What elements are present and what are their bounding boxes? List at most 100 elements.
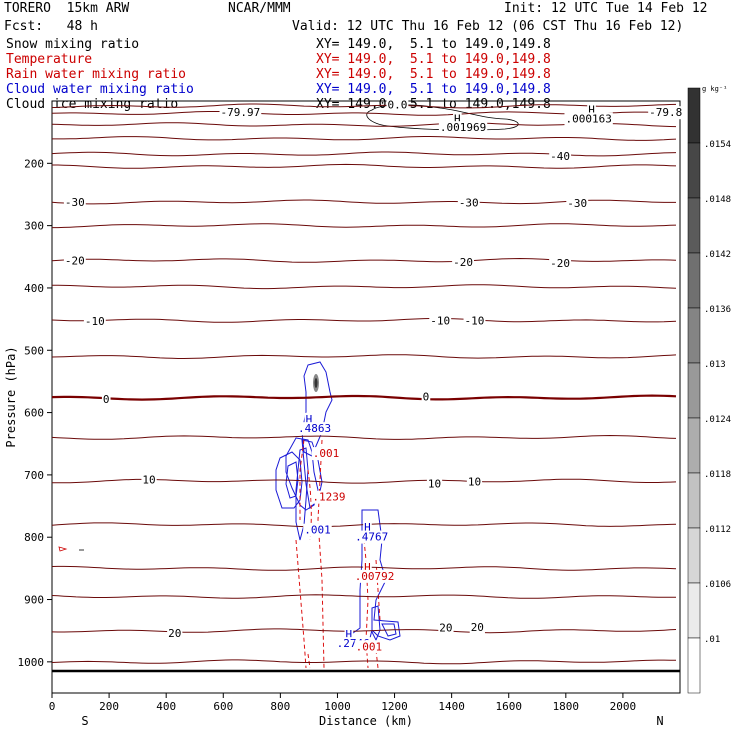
isotherm-line bbox=[52, 163, 677, 169]
contour-annotation: H bbox=[364, 521, 371, 534]
colorbar-swatch bbox=[687, 252, 701, 309]
colorbar-swatch bbox=[687, 197, 701, 254]
colorbar-swatch bbox=[687, 582, 701, 639]
label-background bbox=[297, 422, 333, 436]
x-tick-label: 400 bbox=[156, 700, 176, 713]
label-background bbox=[429, 314, 452, 328]
isotherm-label: 10 bbox=[468, 476, 481, 489]
colorbar-tick-label: .0106 bbox=[704, 580, 731, 590]
label-background bbox=[354, 640, 384, 654]
isotherm-label: -30 bbox=[567, 197, 587, 210]
isotherm-line bbox=[51, 354, 677, 359]
isotherm-label: -40 bbox=[550, 150, 570, 163]
label-background bbox=[219, 106, 262, 120]
contour-annotation: 0.0 bbox=[387, 99, 407, 112]
isotherm-line bbox=[52, 223, 677, 229]
label-background bbox=[587, 103, 596, 117]
x-axis-end-south: S bbox=[81, 714, 88, 728]
colorbar-swatch bbox=[687, 307, 701, 364]
label-background bbox=[453, 112, 462, 126]
contour-annotation: H bbox=[306, 413, 313, 426]
colorbar-tick-label: .013 bbox=[704, 360, 726, 370]
legend-label-cloud-water: Cloud water mixing ratio bbox=[6, 82, 194, 97]
y-tick-label: 300 bbox=[24, 220, 44, 233]
isotherm-label: 20 bbox=[439, 622, 452, 635]
label-background bbox=[311, 490, 347, 504]
label-background bbox=[452, 255, 474, 269]
label-background bbox=[386, 98, 409, 112]
legend-xy-rain: XY= 149.0, 5.1 to 149.0,149.8 bbox=[316, 67, 551, 82]
x-tick-label: 600 bbox=[213, 700, 233, 713]
cloud-water-contours bbox=[275, 361, 401, 649]
y-tick-label: 500 bbox=[24, 344, 44, 357]
x-tick-label: 200 bbox=[99, 700, 119, 713]
y-tick-label: 800 bbox=[24, 531, 44, 544]
contour-annotation: .4863 bbox=[298, 422, 331, 435]
y-tick-label: 700 bbox=[24, 469, 44, 482]
y-tick-label: 1000 bbox=[18, 656, 45, 669]
x-axis-title: Distance (km) bbox=[319, 714, 413, 728]
contour-annotation: H bbox=[588, 104, 595, 117]
forecast-hour: Fcst: 48 h bbox=[4, 19, 98, 34]
y-axis-title: Pressure (hPa) bbox=[4, 346, 18, 447]
label-background bbox=[344, 627, 354, 641]
valid-time: Valid: 12 UTC Thu 16 Feb 12 (06 CST Thu … bbox=[292, 19, 684, 34]
label-background bbox=[457, 196, 480, 210]
label-background bbox=[354, 530, 390, 544]
label-background bbox=[566, 197, 589, 211]
isotherm-label: 20 bbox=[168, 627, 181, 640]
contour-annotation: .001 bbox=[356, 640, 383, 653]
legend-label-temperature: Temperature bbox=[6, 52, 93, 67]
x-tick-label: 1400 bbox=[438, 700, 465, 713]
isotherm-label: -30 bbox=[459, 197, 479, 210]
model-title: TORERO 15km ARW bbox=[4, 1, 130, 16]
isotherm-label: -20 bbox=[65, 255, 85, 268]
colorbar-swatch bbox=[687, 472, 701, 529]
isotherm-line bbox=[51, 628, 677, 634]
init-time: Init: 12 UTC Tue 14 Feb 12 bbox=[504, 1, 708, 16]
contour-annotation: H bbox=[364, 561, 371, 574]
label-background bbox=[63, 195, 86, 209]
isotherm-label: 20 bbox=[471, 621, 484, 634]
colorbar-tick-label: .0118 bbox=[704, 470, 731, 480]
label-background bbox=[549, 257, 572, 271]
x-tick-label: 1800 bbox=[553, 700, 580, 713]
y-tick-label: 900 bbox=[24, 594, 44, 607]
small-contour-fragment bbox=[58, 546, 68, 552]
label-background bbox=[421, 390, 431, 404]
label-background bbox=[463, 314, 486, 328]
isotherm-line bbox=[51, 257, 677, 263]
contour-annotation: .1239 bbox=[312, 491, 345, 504]
colorbar-tick-label: .0142 bbox=[704, 250, 731, 260]
label-background bbox=[549, 149, 572, 163]
contour-annotation: .000163 bbox=[565, 112, 611, 125]
isotherm-line bbox=[52, 136, 677, 141]
y-tick-label: 400 bbox=[24, 282, 44, 295]
isotherm-label: 0 bbox=[103, 393, 110, 406]
isotherm-label: -20 bbox=[550, 257, 570, 270]
isotherm-label: -10 bbox=[430, 314, 450, 327]
colorbar-tick-label: .0148 bbox=[704, 195, 731, 205]
x-tick-label: 1600 bbox=[495, 700, 522, 713]
label-background bbox=[438, 121, 488, 135]
y-tick-label: 600 bbox=[24, 407, 44, 420]
label-background bbox=[304, 412, 314, 426]
label-background bbox=[564, 112, 613, 126]
x-tick-label: 2000 bbox=[610, 700, 637, 713]
x-tick-label: 0 bbox=[49, 700, 56, 713]
colorbar-tick-label: .0136 bbox=[704, 305, 731, 315]
isotherm-label: -10 bbox=[465, 314, 485, 327]
colorbar-swatch bbox=[687, 417, 701, 474]
colorbar-swatch bbox=[687, 527, 701, 584]
label-background bbox=[466, 475, 483, 489]
x-tick-label: 1200 bbox=[381, 700, 408, 713]
colorbar-tick-label: .01 bbox=[704, 635, 720, 645]
legend-xy-cloud-water: XY= 149.0, 5.1 to 149.0,149.8 bbox=[316, 82, 551, 97]
isotherm-label: -10 bbox=[85, 315, 105, 328]
label-background bbox=[438, 621, 454, 635]
label-background bbox=[303, 523, 332, 537]
label-background bbox=[363, 521, 372, 535]
label-background bbox=[363, 561, 372, 575]
contour-annotation: H bbox=[454, 112, 461, 125]
